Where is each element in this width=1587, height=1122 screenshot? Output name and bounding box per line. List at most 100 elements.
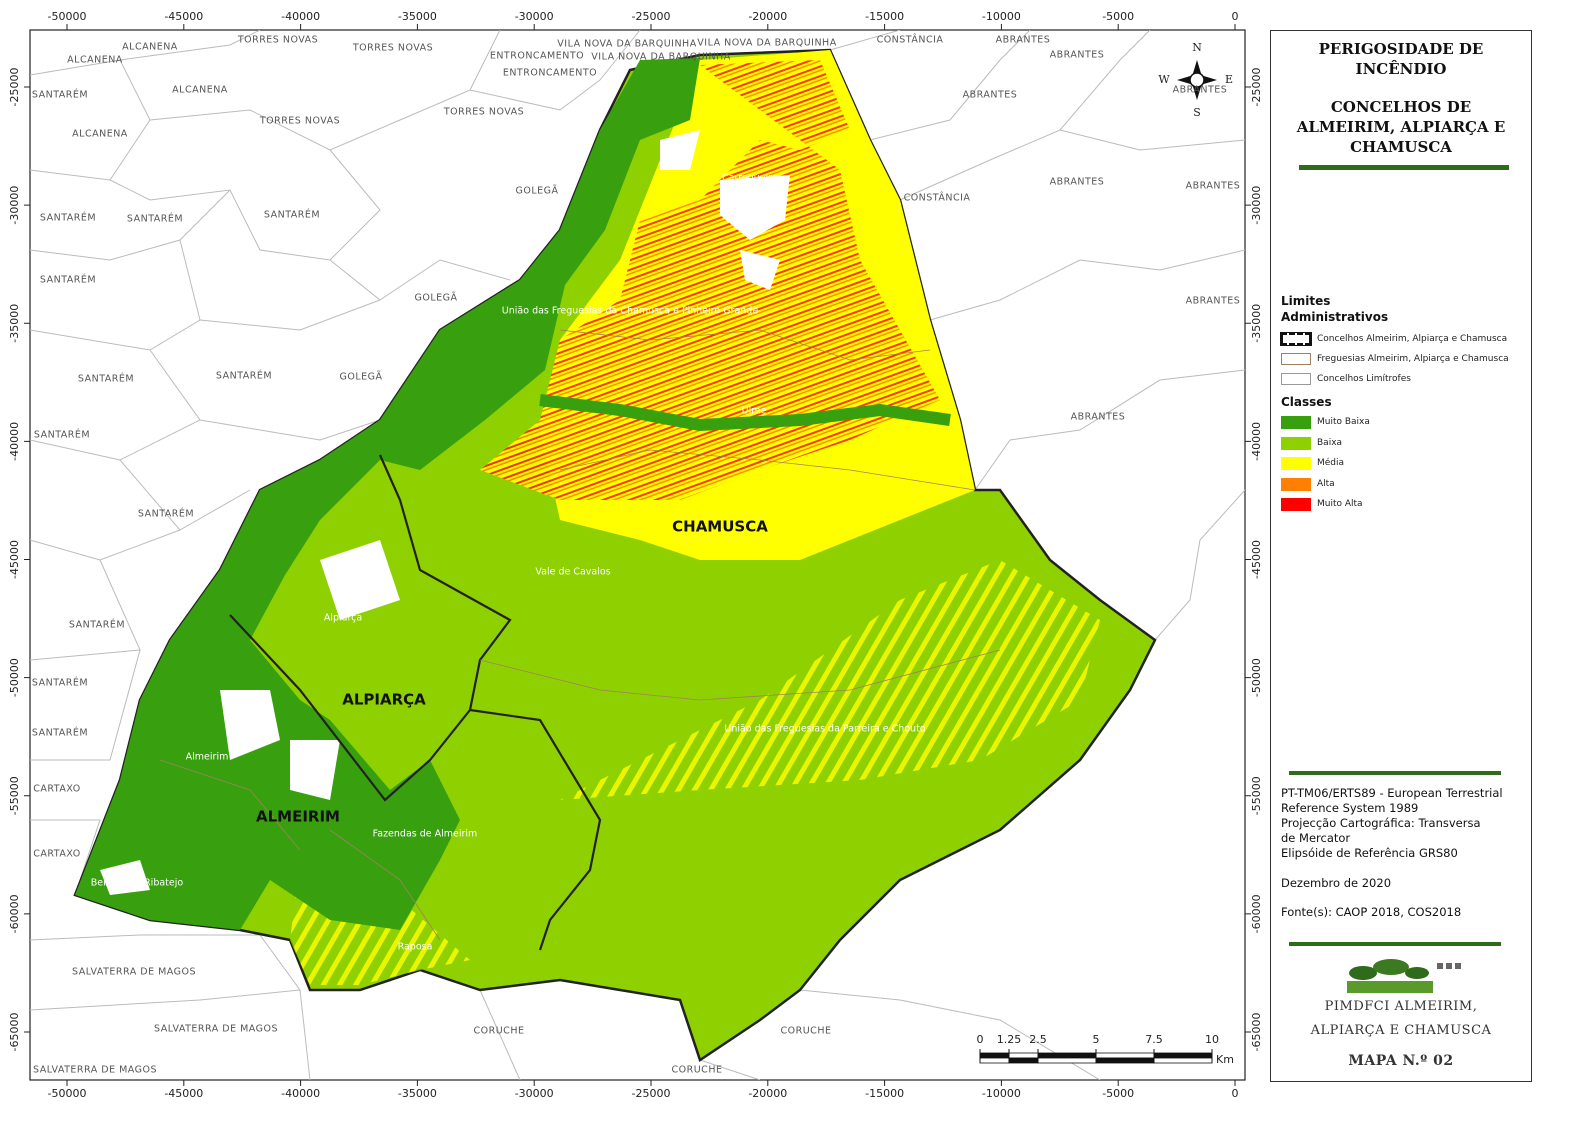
scale-segment: [1037, 1057, 1097, 1064]
scale-segment: [1153, 1052, 1213, 1059]
x-tick-label: -35000: [398, 10, 437, 23]
place-label: VILA NOVA DA BARQUINHA: [697, 38, 836, 49]
x-tick-label: -50000: [48, 10, 87, 23]
y-tick-label: -35000: [8, 304, 21, 343]
class-mix-south: [290, 560, 1100, 985]
parish-label: Benfica do Ribatejo: [91, 878, 184, 889]
parish-label: Ulme: [742, 406, 767, 417]
place-label: ALCANENA: [172, 85, 228, 96]
scale-unit: Km: [1216, 1053, 1234, 1066]
parish-label: Almeirim: [186, 752, 229, 763]
scale-label: 0: [977, 1033, 984, 1046]
x-tick-label: -25000: [632, 10, 671, 23]
place-label: TORRES NOVAS: [443, 107, 524, 118]
parish-label: Carregueira: [722, 173, 778, 184]
place-label: SANTARÉM: [264, 209, 320, 221]
x-tick-label: -45000: [164, 10, 203, 23]
place-label: CARTAXO: [33, 849, 80, 860]
legend-swatch: [1281, 416, 1311, 429]
legend-swatch: [1281, 436, 1311, 450]
side-panel: PERIGOSIDADE DE INCÊNDIO CONCELHOS DE AL…: [1270, 30, 1532, 1082]
neighbour-boundaries: [30, 30, 1245, 1080]
place-label: CORUCHE: [474, 1026, 525, 1037]
legend-label: Baixa: [1317, 437, 1343, 448]
projection-line: Elipsóide de Referência GRS80: [1281, 846, 1458, 860]
place-label: CORUCHE: [672, 1065, 723, 1076]
divider: [1289, 771, 1501, 775]
x-tick-label: -5000: [1102, 10, 1134, 23]
place-label: ABRANTES: [996, 35, 1051, 46]
compass-letter: W: [1158, 73, 1170, 86]
scale-label: 5: [1093, 1033, 1100, 1046]
municipality-label: ALPIARÇA: [342, 691, 426, 709]
map-date: Dezembro de 2020: [1281, 876, 1392, 890]
y-tick-label: -40000: [1250, 422, 1262, 461]
parish-boundaries: [159, 329, 1001, 941]
place-label: TORRES NOVAS: [352, 43, 433, 54]
parish-label: Alpiarça: [324, 613, 362, 624]
legend-swatch: [1281, 457, 1311, 470]
parish-label: Vale de Cavalos: [535, 567, 610, 578]
scale-segment: [1095, 1052, 1155, 1059]
scale-label: 1.25: [997, 1033, 1022, 1046]
place-label: VILA NOVA DA BARQUINHA: [557, 39, 696, 50]
legend-swatch: [1281, 373, 1311, 385]
place-label: ABRANTES: [1050, 177, 1105, 188]
scale-segment: [1008, 1052, 1039, 1059]
y-tick-label: -25000: [1250, 68, 1262, 107]
compass-letter: N: [1192, 41, 1202, 54]
legend-label: Média: [1317, 458, 1345, 468]
place-label: CONSTÂNCIA: [877, 34, 944, 46]
place-label: SANTARÉM: [34, 429, 90, 441]
y-tick-label: -25000: [8, 68, 21, 107]
legend-swatch: [1281, 353, 1311, 365]
compass: [1177, 60, 1217, 100]
map-sources: Fonte(s): CAOP 2018, COS2018: [1281, 905, 1462, 919]
place-label: VILA NOVA DA BARQUINHA: [591, 52, 730, 63]
place-label: GOLEGÃ: [516, 186, 559, 197]
place-label: ABRANTES: [1050, 50, 1105, 61]
scale-segment: [1095, 1057, 1155, 1064]
legend-classes-title: Classes: [1281, 395, 1332, 409]
place-label: SANTARÉM: [138, 508, 194, 520]
projection-line: de Mercator: [1281, 831, 1351, 845]
y-tick-label: -40000: [8, 422, 21, 461]
map-body: [30, 30, 1245, 1080]
place-label: ENTRONCAMENTO: [503, 68, 597, 79]
place-label: ENTRONCAMENTO: [490, 51, 584, 62]
scale-segment: [1153, 1057, 1213, 1064]
scale-segment: [979, 1057, 1010, 1064]
place-label: ABRANTES: [1071, 412, 1126, 423]
place-label: SANTARÉM: [32, 677, 88, 689]
divider: [1289, 942, 1501, 946]
legend-label: Alta: [1317, 478, 1335, 489]
parish-label: União das Freguesias da Chamusca e Pinhe…: [502, 306, 759, 317]
compass-letter: S: [1193, 106, 1201, 119]
legend-label: Concelhos Almeirim, Alpiarça e Chamusca: [1317, 334, 1508, 344]
place-label: SANTARÉM: [78, 373, 134, 385]
projection-info: PT-TM06/ERTS89 - European Terrestrial Ref…: [1281, 786, 1503, 861]
map-subtitle: CONCELHOS DE ALMEIRIM, ALPIARÇA E CHAMUS…: [1296, 98, 1506, 156]
x-tick-label: -15000: [865, 10, 904, 23]
unmapped-patches: [100, 130, 790, 895]
place-label: SANTARÉM: [32, 727, 88, 739]
place-label: ALCANENA: [67, 55, 123, 66]
y-tick-label: -30000: [8, 186, 21, 225]
x-tick-label: -40000: [281, 1087, 320, 1100]
logo: [1347, 959, 1461, 993]
legend-swatch: [1281, 498, 1311, 511]
y-tick-label: -60000: [1250, 894, 1262, 933]
place-label: SANTARÉM: [216, 370, 272, 382]
projection-line: Projecção Cartográfica: Transversa: [1281, 816, 1481, 830]
scale-segment: [1037, 1052, 1097, 1059]
scale-label: 10: [1205, 1033, 1219, 1046]
place-label: ABRANTES: [1186, 296, 1241, 307]
scale-bar: 0 1.25 2.5 5 7.5 10 Km: [977, 1033, 1234, 1066]
y-tick-label: -55000: [8, 776, 21, 815]
municipality-label: ALMEIRIM: [256, 808, 340, 826]
x-tick-label: -20000: [748, 1087, 787, 1100]
y-tick-label: -50000: [8, 658, 21, 697]
river-band: [539, 394, 951, 432]
